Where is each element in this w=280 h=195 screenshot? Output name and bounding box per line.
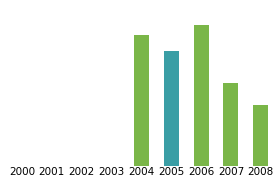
Bar [134, 35, 149, 166]
Bar [253, 105, 268, 166]
Bar [223, 83, 238, 166]
Bar [194, 25, 209, 166]
Bar [164, 51, 179, 166]
